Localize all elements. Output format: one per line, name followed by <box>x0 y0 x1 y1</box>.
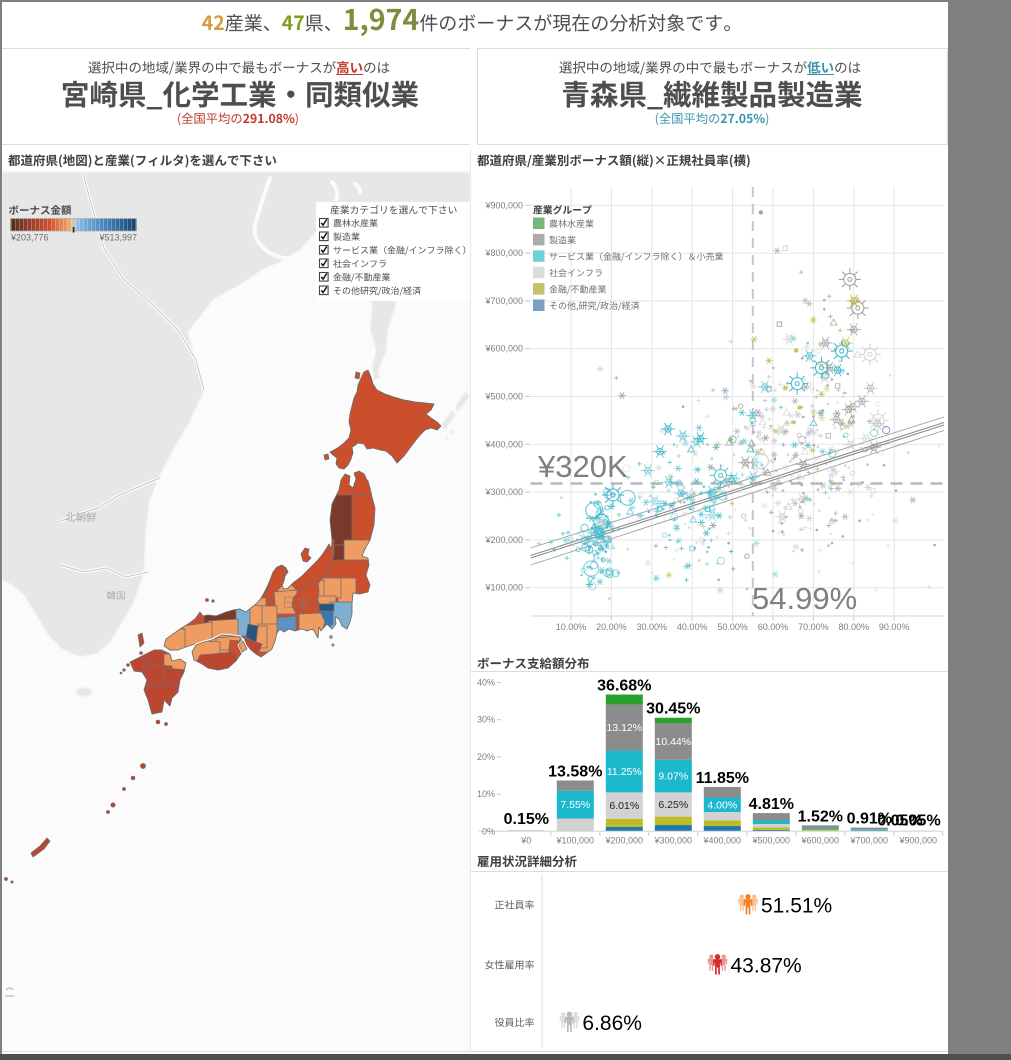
svg-text:¥800,000: ¥800,000 <box>484 248 523 258</box>
svg-text:60.00%: 60.00% <box>758 622 789 632</box>
svg-text:43.87%: 43.87% <box>731 955 802 978</box>
svg-text:10%: 10% <box>477 789 495 799</box>
svg-text:0.05%: 0.05% <box>895 813 940 830</box>
svg-text:4.00%: 4.00% <box>707 799 737 811</box>
svg-text:¥400,000: ¥400,000 <box>703 836 742 846</box>
svg-text:7.55%: 7.55% <box>560 799 590 811</box>
svg-text:¥600,000: ¥600,000 <box>484 344 523 354</box>
svg-text:¥700,000: ¥700,000 <box>850 836 889 846</box>
svg-text:¥100,000: ¥100,000 <box>556 836 595 846</box>
svg-text:0%: 0% <box>482 826 495 836</box>
svg-text:10.44%: 10.44% <box>655 736 691 748</box>
svg-text:11.25%: 11.25% <box>607 766 642 778</box>
svg-text:6.25%: 6.25% <box>658 799 688 811</box>
svg-text:¥203,776: ¥203,776 <box>10 233 49 243</box>
svg-text:54.99%: 54.99% <box>752 581 857 616</box>
svg-text:¥700,000: ¥700,000 <box>484 296 523 306</box>
svg-text:¥200,000: ¥200,000 <box>605 836 644 846</box>
svg-text:13.12%: 13.12% <box>606 722 642 734</box>
svg-text:0.05%: 0.05% <box>877 813 922 830</box>
svg-text:40.00%: 40.00% <box>677 622 708 632</box>
svg-text:¥0: ¥0 <box>520 836 531 846</box>
svg-text:11.85%: 11.85% <box>696 770 749 787</box>
svg-text:¥513,997: ¥513,997 <box>98 233 137 243</box>
svg-text:¥400,000: ¥400,000 <box>484 439 523 449</box>
svg-text:50.00%: 50.00% <box>717 622 748 632</box>
svg-text:51.51%: 51.51% <box>761 895 832 918</box>
svg-text:¥320K: ¥320K <box>537 449 628 484</box>
svg-text:30.00%: 30.00% <box>637 622 668 632</box>
svg-text:0.15%: 0.15% <box>504 811 549 828</box>
svg-text:¥900,000: ¥900,000 <box>484 200 523 210</box>
svg-text:10.00%: 10.00% <box>556 622 587 632</box>
svg-text:¥100,000: ¥100,000 <box>484 583 523 593</box>
svg-text:6.86%: 6.86% <box>582 1012 642 1035</box>
svg-text:80.00%: 80.00% <box>839 622 870 632</box>
svg-text:¥500,000: ¥500,000 <box>752 836 791 846</box>
svg-text:4.81%: 4.81% <box>749 796 794 813</box>
svg-text:9.07%: 9.07% <box>658 771 688 783</box>
svg-text:20.00%: 20.00% <box>596 622 627 632</box>
svg-text:¥900,000: ¥900,000 <box>899 836 938 846</box>
svg-text:36.68%: 36.68% <box>597 678 651 695</box>
svg-text:¥300,000: ¥300,000 <box>654 836 693 846</box>
svg-text:30%: 30% <box>477 715 495 725</box>
svg-text:0.91%: 0.91% <box>847 811 892 828</box>
svg-text:30.45%: 30.45% <box>646 701 700 718</box>
svg-text:¥600,000: ¥600,000 <box>801 836 840 846</box>
svg-text:20%: 20% <box>477 752 495 762</box>
svg-text:40%: 40% <box>477 678 495 688</box>
svg-text:90.00%: 90.00% <box>879 622 910 632</box>
svg-text:1.52%: 1.52% <box>798 808 843 825</box>
svg-text:¥500,000: ¥500,000 <box>484 392 523 402</box>
svg-text:13.58%: 13.58% <box>548 764 602 781</box>
svg-text:70.00%: 70.00% <box>798 622 829 632</box>
svg-text:¥300,000: ¥300,000 <box>484 487 523 497</box>
svg-text:6.01%: 6.01% <box>609 800 639 812</box>
svg-text:¥200,000: ¥200,000 <box>484 535 523 545</box>
